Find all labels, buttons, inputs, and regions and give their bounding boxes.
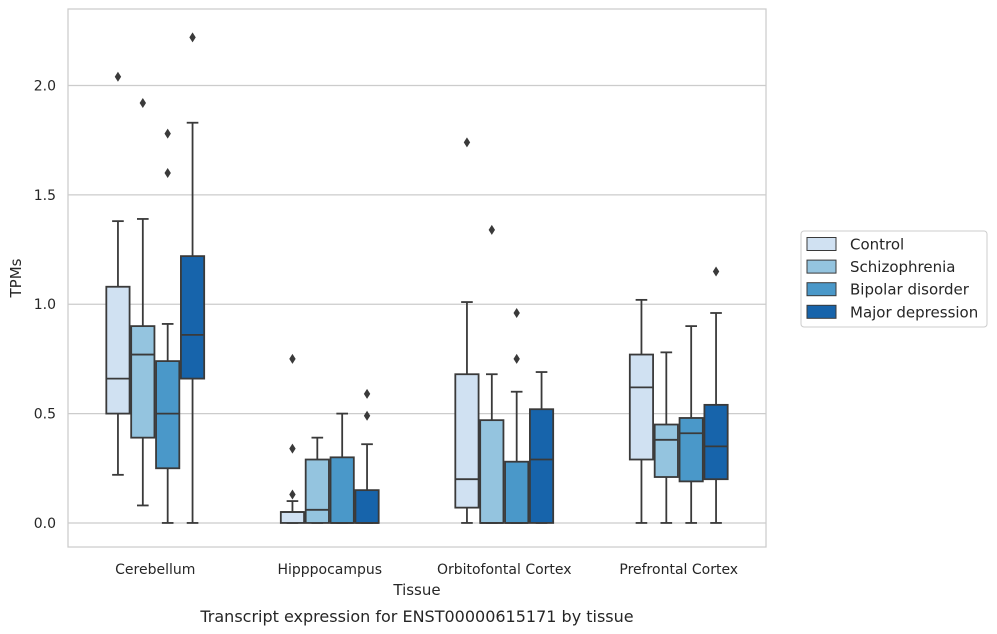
x-tick-label: Prefrontal Cortex <box>619 562 738 578</box>
outlier-point <box>164 168 171 179</box>
outlier-point <box>189 32 196 43</box>
outlier-point <box>289 489 296 500</box>
box <box>304 458 330 524</box>
box <box>628 353 654 461</box>
outlier-point <box>513 307 520 318</box>
outlier-point <box>363 388 371 399</box>
legend-label: Major depression <box>850 303 978 321</box>
box <box>454 373 480 509</box>
outlier-point <box>513 353 520 364</box>
legend-swatch <box>806 237 837 251</box>
box <box>155 360 181 470</box>
outlier-point <box>289 353 296 364</box>
outlier-point <box>463 137 471 148</box>
legend: Control Schizophrenia Bipolar disorder Majo… <box>800 230 988 328</box>
box <box>504 460 530 524</box>
x-tick-labels: Cerebellum Hipppocampus Orbitofontal Corte… <box>115 562 738 578</box>
box <box>180 255 206 380</box>
box <box>678 417 704 483</box>
box <box>130 325 156 439</box>
box <box>354 489 380 524</box>
y-axis-title: TPMs <box>7 258 25 298</box>
box <box>529 408 555 524</box>
outlier-point <box>164 128 171 139</box>
y-tick-label: 1.0 <box>34 297 56 313</box>
box <box>479 419 505 524</box>
legend-swatch <box>806 259 837 274</box>
legend-label: Schizophrenia <box>850 258 955 276</box>
legend-swatch <box>806 304 837 319</box>
box <box>279 511 305 524</box>
box <box>703 403 729 481</box>
outlier-point <box>139 98 147 109</box>
outlier-point <box>488 224 496 235</box>
legend-label: Bipolar disorder <box>850 281 970 299</box>
outlier-point <box>363 410 371 421</box>
outlier-point <box>289 443 296 454</box>
y-tick-label: 2.0 <box>34 79 56 95</box>
x-tick-label: Hipppocampus <box>277 562 382 578</box>
outlier-point <box>114 71 122 82</box>
outlier-point <box>712 266 720 277</box>
box-series <box>105 32 729 524</box>
box <box>105 285 131 415</box>
x-tick-label: Orbitofontal Cortex <box>437 562 572 578</box>
y-tick-label: 0.5 <box>34 407 56 423</box>
y-tick-labels: 0.0 0.5 1.0 1.5 2.0 <box>34 79 56 532</box>
y-tick-label: 0.0 <box>34 516 56 532</box>
box <box>653 423 679 478</box>
x-axis-title: Tissue <box>392 581 440 599</box>
legend-swatch <box>806 282 837 297</box>
legend-label: Control <box>850 236 904 254</box>
legend-frame <box>800 230 988 328</box>
box <box>329 456 355 524</box>
x-tick-label: Cerebellum <box>115 562 195 578</box>
chart-caption: Transcript expression for ENST0000061517… <box>199 607 633 626</box>
y-tick-label: 1.5 <box>34 188 56 204</box>
